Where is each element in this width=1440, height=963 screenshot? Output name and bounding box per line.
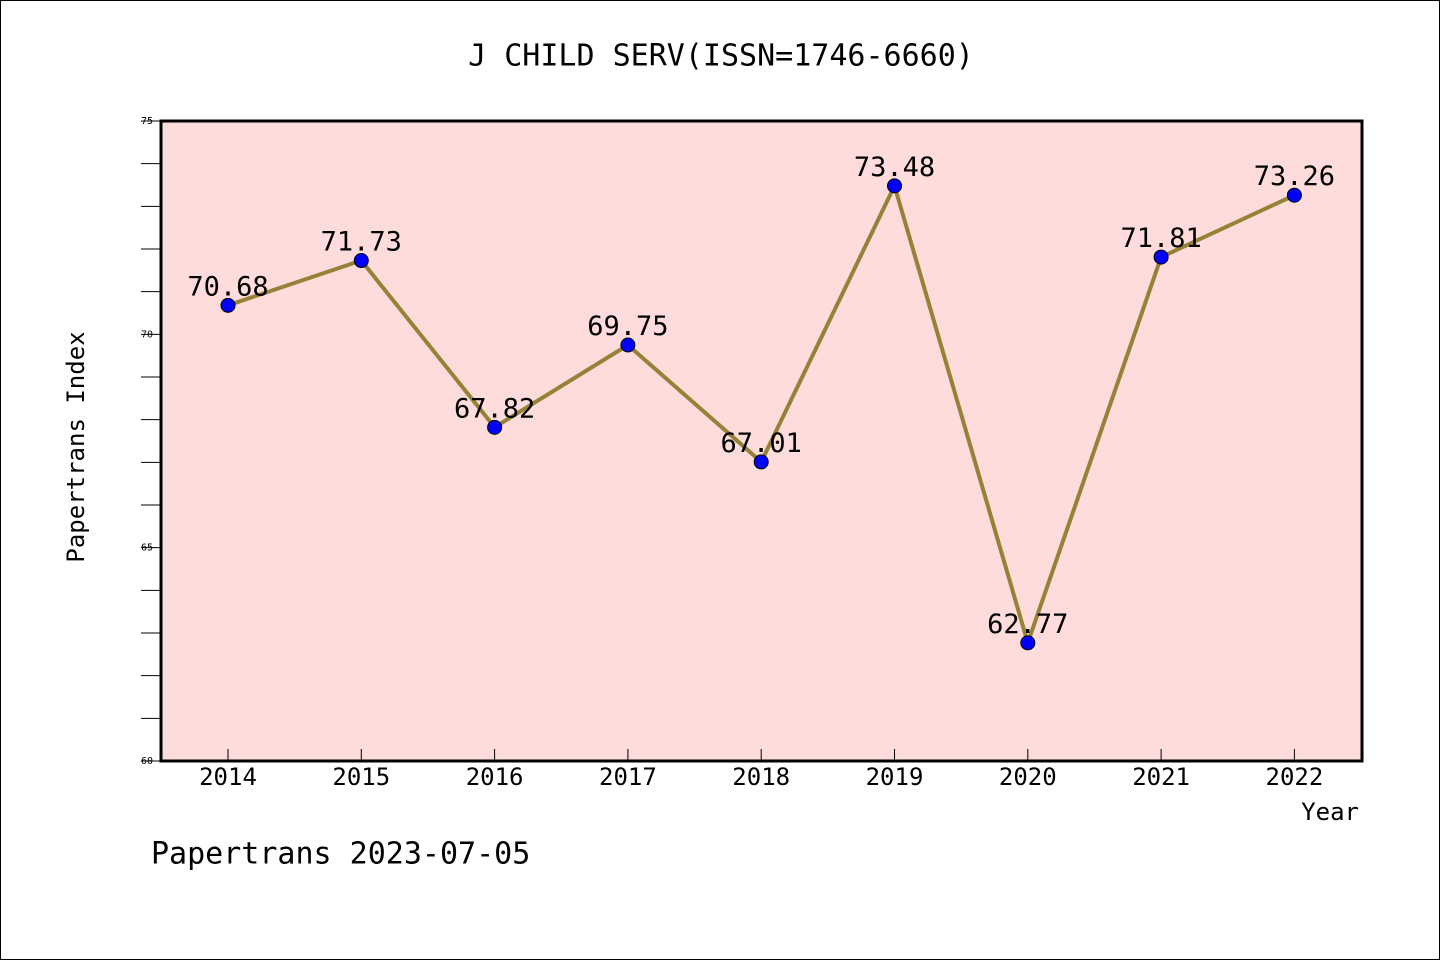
y-axis-ticks: 60 65 70 75 — [141, 116, 161, 767]
data-label: 67.01 — [721, 428, 802, 459]
x-tick-label: 2022 — [1266, 763, 1324, 791]
data-point — [487, 419, 503, 435]
data-point — [1020, 635, 1036, 651]
data-label: 73.48 — [854, 152, 935, 183]
y-axis-title: Papertrans Index — [62, 331, 90, 562]
x-tick-label: 2018 — [732, 763, 790, 791]
x-tick-label: 2017 — [599, 763, 657, 791]
data-label: 67.82 — [454, 393, 535, 424]
x-tick-label: 2021 — [1132, 763, 1190, 791]
data-labels: 70.68 71.73 67.82 69.75 67.01 73.48 62.77 71.81… — [187, 152, 1335, 640]
data-point — [353, 253, 369, 269]
data-point — [220, 297, 236, 313]
data-label: 71.81 — [1120, 223, 1201, 254]
data-point — [620, 337, 636, 353]
plot-frame — [159, 119, 1364, 763]
data-point — [1153, 249, 1169, 265]
data-label: 70.68 — [187, 271, 268, 302]
data-label: 69.75 — [587, 311, 668, 342]
data-markers — [220, 178, 1302, 651]
x-tick-label: 2015 — [332, 763, 390, 791]
footer-text: Papertrans 2023-07-05 — [151, 837, 530, 872]
x-axis-title: Year — [1301, 798, 1359, 826]
x-tick-label: 2016 — [466, 763, 524, 791]
y-tick-label: 75 — [141, 116, 153, 127]
data-point — [753, 454, 769, 470]
data-point — [887, 178, 902, 194]
data-label: 71.73 — [321, 227, 402, 258]
chart-title: J CHILD SERV(ISSN=1746-6660) — [468, 39, 974, 74]
data-point — [1286, 187, 1302, 203]
x-axis-ticks: 2014 2015 2016 2017 2018 2019 2020 2021 2022 — [199, 749, 1323, 791]
y-tick-label: 70 — [141, 329, 153, 340]
x-tick-label: 2019 — [866, 763, 924, 791]
data-label: 62.77 — [987, 609, 1068, 640]
data-label: 73.26 — [1254, 161, 1335, 192]
y-tick-label: 60 — [141, 756, 153, 767]
plot-area — [161, 121, 1362, 761]
x-tick-label: 2014 — [199, 763, 257, 791]
y-tick-label: 65 — [141, 543, 153, 554]
x-tick-label: 2020 — [999, 763, 1057, 791]
